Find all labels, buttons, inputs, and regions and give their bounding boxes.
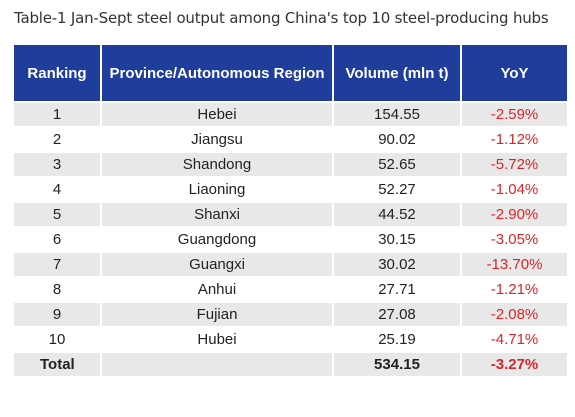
rank-cell: 5 [14, 203, 100, 226]
region-cell: Hebei [102, 103, 332, 126]
header-yoy: YoY [462, 45, 567, 101]
total-row: Total 534.15 -3.27% [14, 353, 567, 376]
total-region-cell [102, 353, 332, 376]
table-row: 7 Guangxi 30.02 -13.70% [14, 253, 567, 276]
yoy-cell: -4.71% [490, 331, 539, 348]
rank-cell: 7 [14, 253, 100, 276]
rank-cell: 10 [48, 331, 66, 348]
volume-cell: 52.65 [334, 153, 460, 176]
header-volume: Volume (mln t) [334, 45, 460, 101]
total-label: Total [14, 353, 100, 376]
table-row: 4 Liaoning 52.27 -1.04% [14, 178, 567, 201]
region-cell: Jiangsu [191, 131, 243, 148]
yoy-cell: -2.08% [462, 303, 567, 326]
yoy-cell: -3.05% [490, 231, 539, 248]
volume-cell: 30.15 [378, 231, 416, 248]
table-row: 10 Hubei 25.19 -4.71% [14, 328, 567, 351]
yoy-cell: -1.12% [490, 131, 539, 148]
yoy-cell: -5.72% [462, 153, 567, 176]
region-cell: Guangxi [102, 253, 332, 276]
volume-cell: 154.55 [334, 103, 460, 126]
region-cell: Shandong [102, 153, 332, 176]
rank-cell: 6 [52, 231, 62, 248]
table-row: 8 Anhui 27.71 -1.21% [14, 278, 567, 301]
region-cell: Guangdong [177, 231, 257, 248]
rank-cell: 8 [52, 281, 62, 298]
table-row: 5 Shanxi 44.52 -2.90% [14, 203, 567, 226]
yoy-cell: -2.90% [462, 203, 567, 226]
total-volume-cell: 534.15 [334, 353, 460, 376]
steel-output-table: Ranking Province/Autonomous Region Volum… [12, 43, 569, 378]
table-row: 3 Shandong 52.65 -5.72% [14, 153, 567, 176]
volume-cell: 90.02 [378, 131, 416, 148]
region-cell: Anhui [197, 281, 237, 298]
header-region: Province/Autonomous Region [102, 45, 332, 101]
volume-cell: 30.02 [334, 253, 460, 276]
yoy-cell: -1.04% [490, 181, 539, 198]
region-cell: Shanxi [102, 203, 332, 226]
yoy-cell: -1.21% [490, 281, 539, 298]
rank-cell: 4 [52, 181, 62, 198]
rank-cell: 1 [14, 103, 100, 126]
table-row: 9 Fujian 27.08 -2.08% [14, 303, 567, 326]
region-cell: Liaoning [188, 181, 246, 198]
volume-cell: 44.52 [334, 203, 460, 226]
yoy-cell: -13.70% [462, 253, 567, 276]
header-row: Ranking Province/Autonomous Region Volum… [14, 45, 567, 101]
table-title: Table-1 Jan-Sept steel output among Chin… [14, 9, 549, 27]
volume-cell: 27.08 [334, 303, 460, 326]
rank-cell: 9 [14, 303, 100, 326]
rank-cell: 3 [14, 153, 100, 176]
region-cell: Fujian [102, 303, 332, 326]
header-ranking: Ranking [14, 45, 100, 101]
volume-cell: 52.27 [378, 181, 416, 198]
region-cell: Hubei [197, 331, 237, 348]
rank-cell: 2 [52, 131, 62, 148]
volume-cell: 27.71 [378, 281, 416, 298]
table-row: 2 Jiangsu 90.02 -1.12% [14, 128, 567, 151]
volume-cell: 25.19 [378, 331, 416, 348]
table-row: 1 Hebei 154.55 -2.59% [14, 103, 567, 126]
yoy-cell: -2.59% [462, 103, 567, 126]
table-row: 6 Guangdong 30.15 -3.05% [14, 228, 567, 251]
total-yoy-cell: -3.27% [462, 353, 567, 376]
